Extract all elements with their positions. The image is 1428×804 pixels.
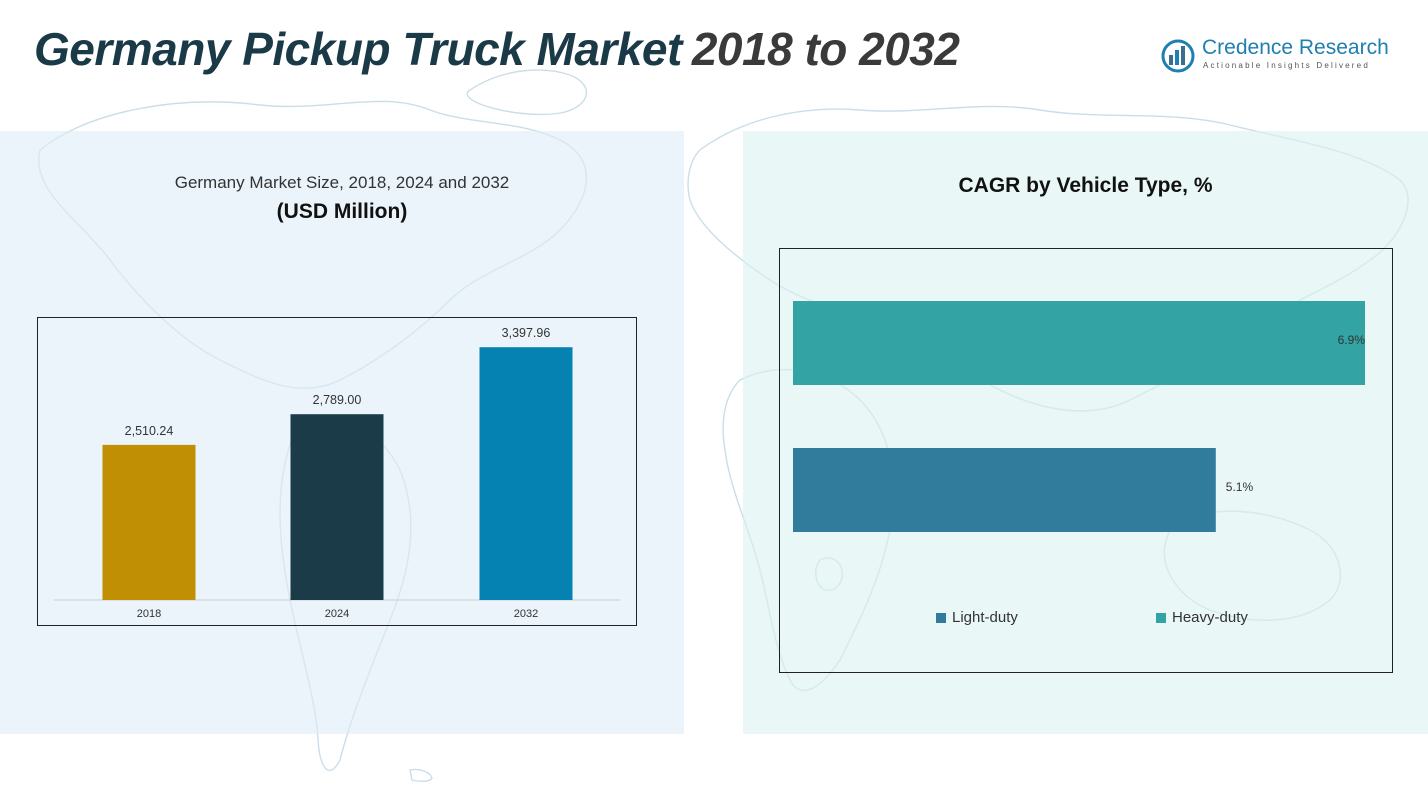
legend-swatch-light-duty: [936, 612, 946, 623]
x-tick-label-2032: 2032: [514, 608, 538, 620]
right-panel: [743, 131, 1428, 734]
bar-2032: [479, 347, 573, 600]
cagr-bar-heavy-duty: [793, 301, 1365, 385]
cagr-chart-frame: [779, 248, 1393, 673]
bar-value-label-2018: 2,510.24: [125, 424, 174, 438]
bar-2018: [102, 444, 196, 600]
logo-name: Credence Research: [1202, 36, 1389, 59]
bar-value-label-2024: 2,789.00: [313, 393, 362, 407]
page-title-main: Germany Pickup Truck Market: [34, 23, 682, 75]
cagr-bar-light-duty: [793, 448, 1216, 532]
bar-2024: [290, 414, 384, 600]
page-title: Germany Pickup Truck Market 2018 to 2032: [34, 22, 960, 76]
page-title-years: 2018 to 2032: [691, 23, 960, 75]
market-size-bar-chart: 2,510.24 2018 2,789.00 2024 3,397.96 2032: [37, 317, 637, 626]
bar-chart-frame: [37, 317, 637, 626]
market-size-chart-title: Germany Market Size, 2018, 2024 and 2032: [174, 173, 510, 192]
x-tick-label-2018: 2018: [137, 608, 161, 620]
cagr-horizontal-bar-chart: 5.1% 6.9%: [779, 248, 1393, 673]
legend-swatch-heavy-duty: [1156, 612, 1166, 623]
credence-research-logo: Credence Research Actionable Insights De…: [1160, 36, 1400, 76]
legend-item-heavy-duty: Heavy-duty: [1156, 609, 1248, 626]
legend-label-heavy-duty: Heavy-duty: [1172, 609, 1248, 626]
x-tick-label-2024: 2024: [325, 608, 349, 620]
legend-label-light-duty: Light-duty: [952, 609, 1018, 626]
cagr-value-label-heavy-duty: 6.9%: [1338, 333, 1366, 347]
cagr-chart-title: CAGR by Vehicle Type, %: [958, 174, 1213, 197]
logo-tagline: Actionable Insights Delivered: [1203, 61, 1370, 70]
cagr-legend: Light-duty Heavy-duty: [779, 609, 1393, 629]
market-size-chart-subtitle: (USD Million): [276, 200, 408, 223]
logo-icon: [1161, 39, 1195, 73]
bar-value-label-2032: 3,397.96: [502, 326, 551, 340]
cagr-value-label-light-duty: 5.1%: [1226, 480, 1254, 494]
legend-item-light-duty: Light-duty: [936, 609, 1018, 626]
